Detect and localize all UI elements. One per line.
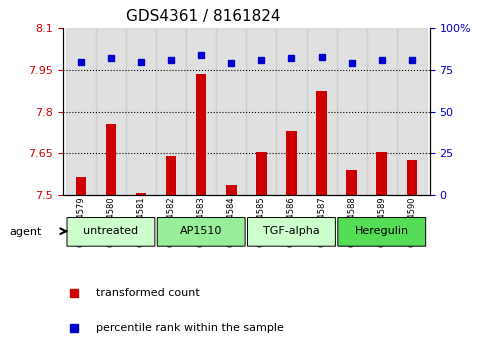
Bar — [126, 28, 156, 195]
Bar — [337, 28, 367, 195]
FancyBboxPatch shape — [247, 217, 335, 246]
Bar — [407, 160, 417, 195]
FancyBboxPatch shape — [338, 217, 426, 246]
Text: transformed count: transformed count — [96, 288, 199, 298]
FancyBboxPatch shape — [157, 217, 245, 246]
FancyBboxPatch shape — [67, 217, 155, 246]
Bar — [346, 170, 357, 195]
Bar — [66, 28, 96, 195]
Text: percentile rank within the sample: percentile rank within the sample — [96, 323, 284, 333]
Bar — [166, 156, 176, 195]
Bar — [156, 28, 186, 195]
Bar — [75, 177, 86, 195]
Bar — [216, 28, 246, 195]
Bar — [286, 131, 297, 195]
Bar — [106, 124, 116, 195]
Bar — [367, 28, 397, 195]
Bar — [376, 152, 387, 195]
Bar — [316, 91, 327, 195]
Bar — [246, 28, 276, 195]
Bar — [256, 152, 267, 195]
Text: TGF-alpha: TGF-alpha — [263, 226, 320, 236]
Bar — [397, 28, 427, 195]
Text: untreated: untreated — [84, 226, 139, 236]
Bar — [136, 193, 146, 195]
Bar — [226, 185, 237, 195]
Text: Heregulin: Heregulin — [355, 226, 409, 236]
Bar — [196, 74, 206, 195]
Bar — [307, 28, 337, 195]
Bar — [96, 28, 126, 195]
Text: GDS4361 / 8161824: GDS4361 / 8161824 — [126, 9, 280, 24]
Text: AP1510: AP1510 — [180, 226, 222, 236]
Bar — [276, 28, 307, 195]
Bar — [186, 28, 216, 195]
Text: agent: agent — [10, 227, 42, 237]
